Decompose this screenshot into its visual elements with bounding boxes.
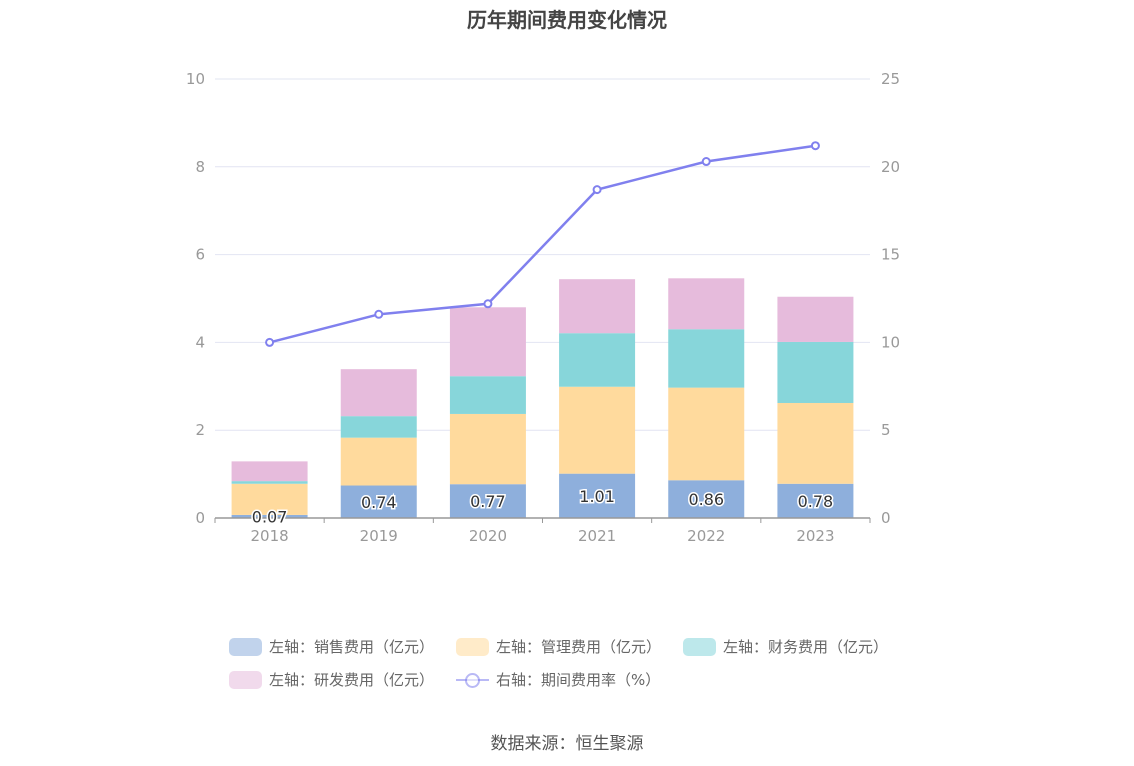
x-axis-tick-label: 2021 [578, 527, 616, 545]
legend-label-rnd: 左轴：研发费用（亿元） [269, 671, 435, 689]
left-axis-tick-label: 4 [195, 333, 205, 351]
bar-0-2019 [340, 485, 417, 518]
legend-row-2: 左轴：研发费用（亿元） 右轴：期间费用率（%） [229, 663, 929, 696]
bar-2-2020 [449, 376, 526, 414]
bar-1-2019 [340, 437, 417, 486]
line-point-2023 [810, 141, 820, 151]
data-label-2023: 0.78 [798, 492, 834, 511]
legend-swatch-expense-ratio [456, 671, 490, 689]
line-expense-ratio [269, 144, 816, 344]
data-label-2019: 0.74 [361, 493, 397, 512]
bar-0-2021 [559, 473, 636, 518]
line-point-2021 [592, 185, 602, 195]
line-point-2018 [265, 337, 275, 347]
legend-swatch-rnd [229, 670, 262, 689]
legend-label-sales: 左轴：销售费用（亿元） [269, 638, 435, 656]
legend-item-admin[interactable]: 左轴：管理费用（亿元） [456, 636, 661, 657]
x-axis-tick-label: 2018 [250, 527, 288, 545]
legend-item-expense-ratio[interactable]: 右轴：期间费用率（%） [456, 669, 660, 690]
line-point-2019 [374, 309, 384, 319]
bar-3-2018 [231, 461, 308, 482]
bar-0-2018 [231, 514, 308, 518]
legend: 左轴：销售费用（亿元） 左轴：管理费用（亿元） 左轴：财务费用（亿元） 左轴：研… [229, 630, 929, 696]
line-point-2022 [701, 157, 711, 167]
bar-1-2022 [668, 387, 745, 481]
legend-swatch-admin [456, 637, 490, 656]
bar-3-2019 [340, 369, 417, 417]
bar-1-2020 [449, 413, 526, 485]
line-point-2020 [483, 299, 493, 309]
x-axis-tick-label: 2019 [360, 527, 398, 545]
chart-title: 历年期间费用变化情况 [467, 8, 667, 32]
bar-3-2023 [777, 296, 854, 342]
x-axis-tick-label: 2023 [796, 527, 834, 545]
right-axis-tick-label: 20 [881, 158, 900, 176]
bar-2-2023 [777, 341, 854, 403]
data-label-2021: 1.01 [579, 487, 615, 506]
legend-row-1: 左轴：销售费用（亿元） 左轴：管理费用（亿元） 左轴：财务费用（亿元） [229, 630, 929, 663]
data-label-2018: 0.07 [252, 507, 288, 526]
bar-3-2020 [449, 307, 526, 377]
legend-label-finance: 左轴：财务费用（亿元） [723, 638, 889, 656]
legend-label-admin: 左轴：管理费用（亿元） [496, 638, 662, 656]
left-axis-tick-label: 6 [195, 246, 205, 264]
left-axis-tick-label: 0 [195, 509, 205, 527]
right-axis-tick-label: 5 [881, 421, 891, 439]
legend-item-finance[interactable]: 左轴：财务费用（亿元） [683, 636, 888, 657]
bar-2-2019 [340, 416, 417, 438]
left-axis-tick-label: 2 [195, 421, 205, 439]
left-axis-tick-label: 8 [195, 158, 205, 176]
bar-1-2023 [777, 402, 854, 484]
legend-item-sales[interactable]: 左轴：销售费用（亿元） [229, 636, 434, 657]
right-axis-tick-label: 10 [881, 333, 900, 351]
bar-1-2021 [559, 386, 636, 474]
bar-0-2022 [668, 480, 745, 518]
bar-2-2022 [668, 329, 745, 388]
bar-3-2022 [668, 278, 745, 330]
bar-2-2018 [231, 481, 308, 484]
left-axis-tick-label: 10 [186, 70, 205, 88]
x-axis-tick-label: 2022 [687, 527, 725, 545]
legend-item-rnd[interactable]: 左轴：研发费用（亿元） [229, 669, 434, 690]
chart-plot: 0 2 4 6 8 10 0 5 10 15 20 25 2018 2019 2020 2021 2022 202… [186, 70, 900, 545]
legend-swatch-dot [465, 672, 481, 688]
data-label-2020: 0.77 [470, 492, 506, 511]
right-axis-tick-label: 15 [881, 246, 900, 264]
bar-2-2021 [559, 333, 636, 387]
right-axis-tick-label: 0 [881, 509, 891, 527]
x-axis-tick-label: 2020 [469, 527, 507, 545]
source-note: 数据来源：恒生聚源 [490, 734, 644, 754]
legend-swatch-sales [229, 637, 262, 656]
data-label-2022: 0.86 [688, 490, 724, 509]
bar-3-2021 [559, 279, 636, 334]
right-axis-tick-label: 25 [881, 70, 900, 88]
bar-0-2020 [449, 484, 526, 518]
bar-0-2023 [777, 483, 854, 518]
legend-label-expense-ratio: 右轴：期间费用率（%） [496, 671, 661, 689]
legend-swatch-finance [683, 637, 717, 656]
bar-1-2018 [231, 483, 308, 515]
